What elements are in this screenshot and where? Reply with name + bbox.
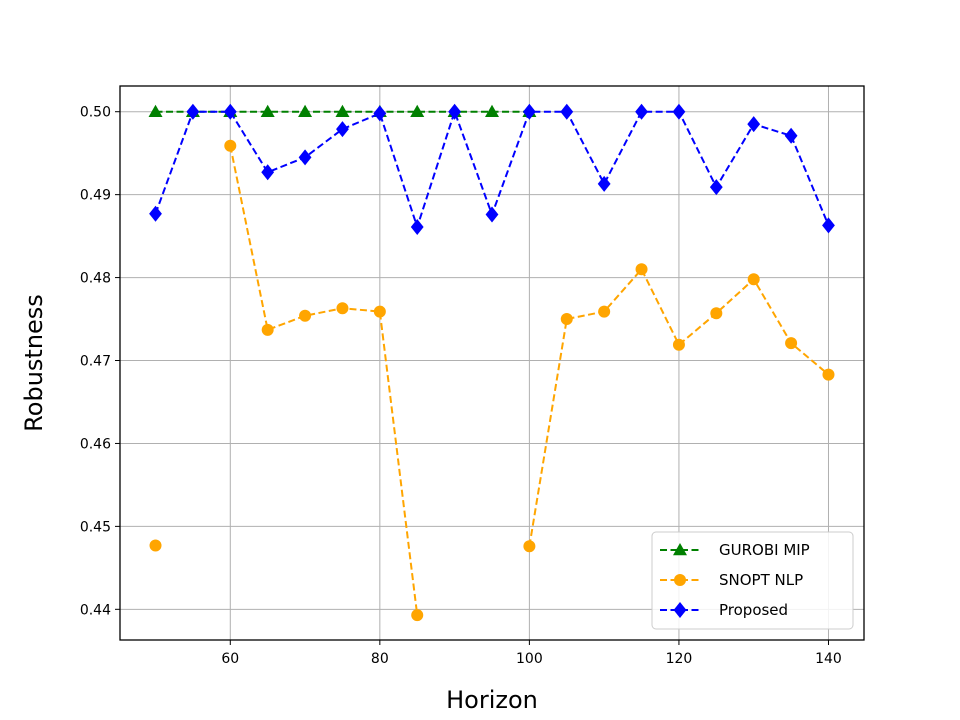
data-point-gurobi-mip [260,104,275,117]
data-point-snopt-nlp [373,305,386,318]
legend-marker [673,602,687,618]
data-point-gurobi-mip [410,104,425,117]
data-point-proposed [261,164,275,181]
data-point-snopt-nlp [747,273,760,286]
data-point-proposed [784,127,798,144]
data-point-proposed [336,121,349,138]
data-point-snopt-nlp [411,609,424,622]
data-point-proposed [186,103,200,120]
data-point-snopt-nlp [560,313,573,326]
data-point-proposed [672,103,686,120]
data-point-snopt-nlp [224,139,237,152]
data-point-proposed [522,103,536,120]
data-point-snopt-nlp [635,263,648,276]
data-point-snopt-nlp [672,338,685,351]
legend-item-proposed: Proposed [660,601,788,619]
x-tick-label: 120 [666,651,693,667]
legend-marker [673,543,687,556]
y-tick-label: 0.44 [80,602,111,618]
ticks: 60 80 100 120 140 0.44 0.45 0.46 0.47 0.48 0.49 0.5… [80,105,842,667]
legend-label: Proposed [719,601,788,619]
y-tick-label: 0.47 [80,354,111,370]
data-point-snopt-nlp [710,307,723,320]
data-point-proposed [373,105,387,122]
series-line-snopt-nlp [528,267,830,547]
data-point-proposed [448,103,462,120]
data-point-gurobi-mip [298,104,313,117]
legend-label: SNOPT NLP [719,571,803,589]
data-point-proposed [410,218,424,235]
data-point-proposed [560,103,574,120]
series-layer [148,103,835,622]
data-point-proposed [485,206,499,223]
series-snopt-nlp [149,139,835,622]
x-axis-label: Horizon [446,686,538,714]
plot-frame [119,85,865,641]
y-tick-label: 0.45 [80,519,111,535]
data-point-snopt-nlp [598,305,611,318]
data-point-proposed [597,175,611,192]
data-point-snopt-nlp [261,323,274,336]
data-point-snopt-nlp [523,540,536,553]
y-tick-label: 0.48 [80,271,111,287]
data-point-snopt-nlp [149,539,162,552]
y-tick-label: 0.46 [80,436,111,452]
legend: GUROBI MIP SNOPT NLP Proposed [651,531,854,630]
x-tick-label: 80 [371,651,389,667]
data-point-gurobi-mip [148,104,163,117]
data-point-proposed [822,217,835,234]
data-point-gurobi-mip [335,104,350,117]
data-point-proposed [709,179,723,196]
legend-item-snopt-nlp: SNOPT NLP [660,571,803,589]
data-point-proposed [635,103,648,120]
x-tick-label: 140 [815,651,842,667]
data-point-proposed [223,103,237,120]
data-point-snopt-nlp [822,368,835,381]
y-axis-label: Robustness [20,294,48,432]
x-tick-label: 60 [221,651,239,667]
data-point-proposed [298,149,312,166]
legend-box [651,531,854,630]
series-proposed [149,103,835,235]
data-point-snopt-nlp [299,309,312,322]
legend-marker [674,574,686,586]
data-point-snopt-nlp [785,337,798,350]
y-tick-label: 0.50 [80,105,111,121]
data-point-proposed [149,205,162,222]
data-point-snopt-nlp [336,302,349,315]
y-tick-label: 0.49 [80,188,111,204]
data-point-gurobi-mip [485,104,499,117]
legend-label: GUROBI MIP [719,541,810,559]
x-tick-label: 100 [516,651,543,667]
legend-item-gurobi-mip: GUROBI MIP [660,541,810,559]
series-line-snopt-nlp [229,145,419,616]
data-point-proposed [747,116,761,133]
